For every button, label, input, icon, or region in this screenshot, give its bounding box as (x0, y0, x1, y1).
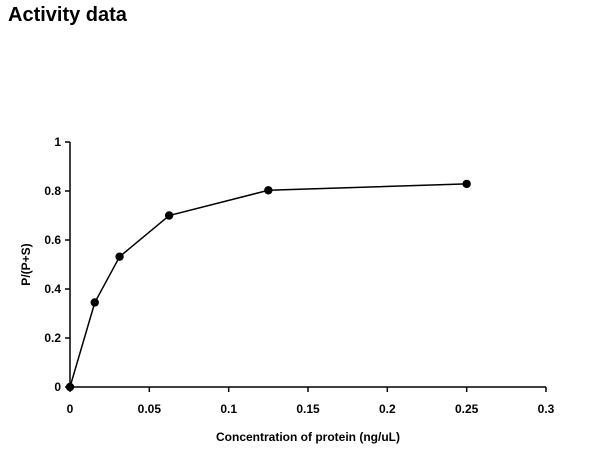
data-point (264, 186, 273, 195)
y-tick-label: 1 (54, 135, 61, 149)
data-point (115, 252, 124, 261)
data-point (65, 382, 75, 392)
x-tick-label: 0.25 (455, 402, 479, 416)
y-ticks: 0 0.2 0.4 0.6 0.8 1 (44, 135, 70, 394)
x-tick-label: 0.1 (220, 402, 237, 416)
x-tick-label: 0 (67, 402, 74, 416)
data-point (164, 211, 174, 220)
series-group (65, 179, 471, 392)
page-title: Activity data (8, 4, 127, 26)
x-tick-label: 0.3 (538, 402, 555, 416)
x-tick-label: 0.2 (379, 402, 396, 416)
x-tick-label: 0.05 (138, 402, 162, 416)
x-ticks: 0 0.05 0.1 0.15 0.2 0.25 0.3 (67, 387, 555, 416)
chart-axes (69, 142, 546, 388)
series-line (69, 183, 467, 388)
y-tick-label: 0 (54, 380, 61, 394)
data-point (90, 298, 99, 307)
y-tick-label: 0.6 (44, 233, 61, 247)
x-tick-label: 0.15 (296, 402, 320, 416)
y-axis-label: P/(P+S) (19, 243, 33, 285)
y-tick-label: 0.2 (44, 331, 61, 345)
x-axis-label: Concentration of protein (ng/uL) (216, 430, 400, 444)
y-tick-label: 0.8 (44, 184, 61, 198)
y-tick-label: 0.4 (44, 282, 61, 296)
data-point (462, 179, 471, 189)
